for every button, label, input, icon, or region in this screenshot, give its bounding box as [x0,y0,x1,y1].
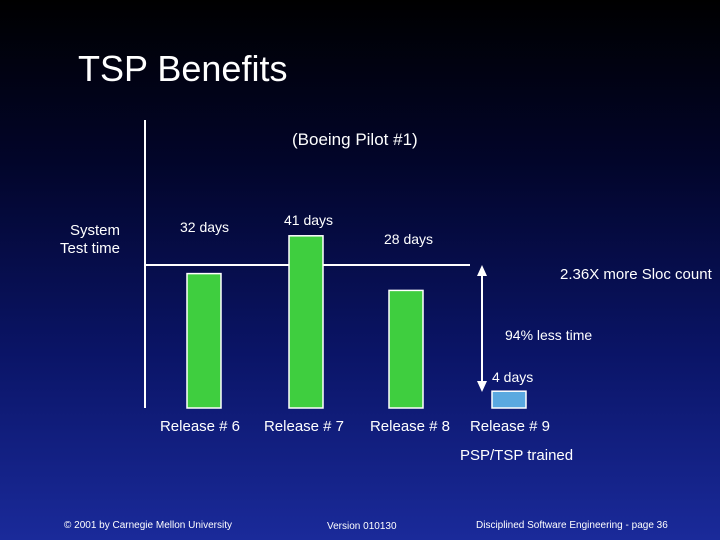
x-tick-release-8: Release # 8 [369,418,451,435]
sloc-annotation: 2.36X more Sloc count [560,266,712,283]
x-tick-release-6: Release # 6 [159,418,241,435]
bar-release-8 [388,289,424,409]
data-label-release-9: 4 days [492,369,534,385]
chart-title: (Boeing Pilot #1) [292,130,418,149]
trained-annotation: PSP/TSP trained [460,447,574,464]
footer-version: Version 010130 [327,521,397,532]
reduction-arrow-head-bottom [477,381,487,392]
footer-page: Disciplined Software Engineering - page … [476,520,668,531]
y-axis-label: System Test time [59,222,120,257]
bar-release-9 [491,390,527,409]
reduction-arrow-head-top [477,265,487,276]
reduction-annotation: 94% less time [505,327,593,343]
bar-release-7 [288,235,324,409]
bar-release-6 [186,272,222,409]
footer-copyright: © 2001 by Carnegie Mellon University [64,520,233,531]
data-label-release-8: 28 days [384,231,434,247]
data-label-release-6: 32 days [180,219,230,235]
bar-group [186,235,527,409]
slide-title: TSP Benefits [78,48,288,89]
x-tick-release-7: Release # 7 [263,418,345,435]
x-tick-release-9: Release # 9 [469,418,551,435]
data-label-release-7: 41 days [284,212,334,228]
